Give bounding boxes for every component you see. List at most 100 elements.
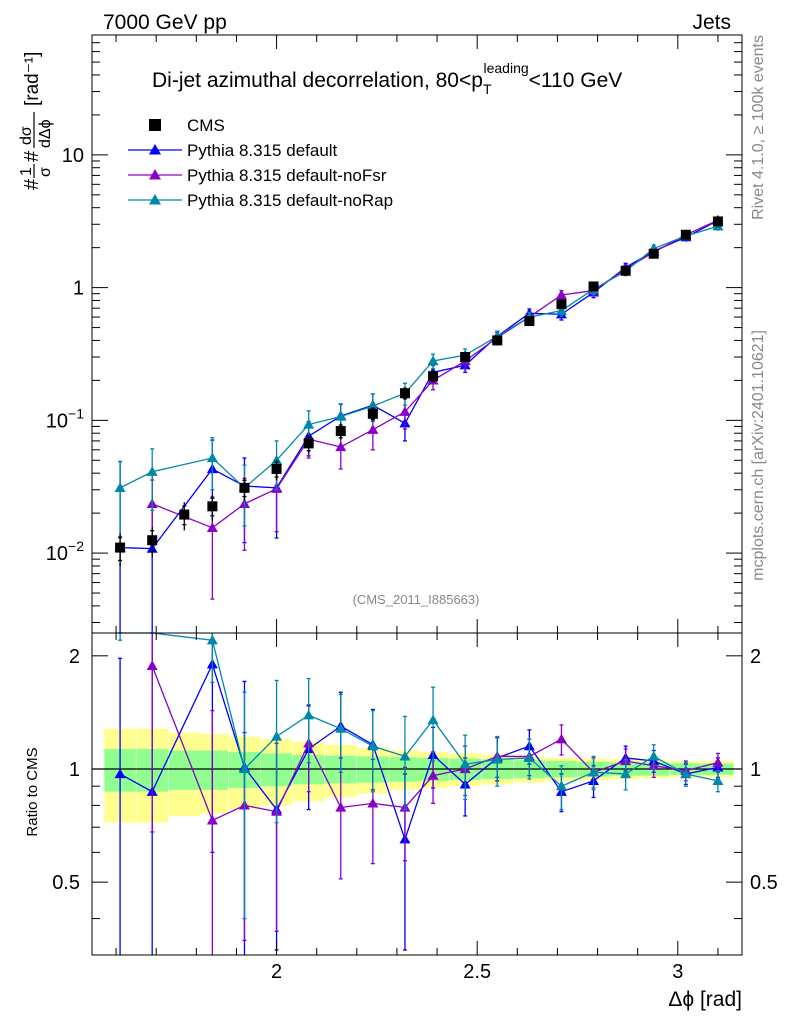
title-superscript: leading: [484, 60, 529, 76]
ratio-marker-0: [114, 768, 126, 779]
data-point: [367, 408, 378, 419]
ratio-marker-2: [588, 766, 600, 777]
legend-marker-0: [149, 144, 161, 155]
x-tick-label: 2.5: [463, 961, 491, 983]
series-marker-2: [146, 466, 158, 476]
data-point: [207, 501, 218, 512]
y-label-frac1-num: 1: [18, 167, 35, 176]
title-prefix: Di-jet azimuthal decorrelation, 80<p: [152, 69, 483, 92]
process-label: Jets: [692, 11, 731, 34]
main-plot-marks: [114, 214, 724, 634]
x-axis-label: Δϕ [rad]: [668, 988, 742, 1011]
ratio-tick-label-left: 2: [69, 646, 80, 668]
y-tick-exponent: −2: [68, 538, 84, 554]
y-tick-base: 10: [46, 543, 68, 565]
data-point: [239, 482, 250, 493]
ratio-marker-2: [555, 780, 567, 791]
energy-label: 7000 GeV pp: [103, 11, 227, 34]
ratio-tick-label-right: 0.5: [750, 872, 778, 894]
legend-label-0: CMS: [187, 116, 225, 135]
ratio-tick-label-right: 1: [750, 759, 761, 781]
y-tick-exponent: −1: [68, 405, 84, 421]
data-point: [303, 438, 314, 449]
data-point: [648, 248, 659, 259]
ratio-marker-1: [206, 814, 218, 825]
ratio-marker-2: [399, 750, 411, 761]
legend-label-1: Pythia 8.315 default: [187, 141, 338, 160]
ratio-marker-2: [303, 709, 315, 720]
series-marker-1: [555, 289, 567, 300]
ratio-tick-label-right: 2: [750, 646, 761, 668]
legend-label-3: Pythia 8.315 default-noRap: [187, 191, 393, 210]
data-point: [492, 335, 503, 346]
ratio-marker-2: [271, 731, 283, 741]
data-point: [428, 371, 439, 382]
data-point: [460, 352, 471, 363]
data-point: [712, 216, 723, 227]
x-tick-label: 3: [672, 961, 683, 983]
series-marker-2: [114, 482, 126, 492]
y-tick-label: 1: [73, 278, 84, 300]
legend: CMS Pythia 8.315 default Pythia 8.315 defa…: [128, 116, 393, 210]
ratio-tick-label-left: 0.5: [52, 872, 80, 894]
y-tick-label: 10: [62, 145, 84, 167]
ratio-tick-label-left: 1: [69, 759, 80, 781]
y-label-frac2-num: dσ: [18, 126, 35, 145]
data-point: [680, 229, 691, 240]
ratio-plot-marks: [114, 632, 724, 955]
y-tick-label: 10−1: [46, 405, 84, 432]
ratio-marker-2: [620, 768, 632, 779]
data-point: [115, 542, 126, 553]
y-tick-label: 10−2: [46, 538, 84, 565]
analysis-id: (CMS_2011_I885663): [353, 592, 480, 607]
data-point: [179, 509, 190, 520]
ratio-marker-2: [680, 768, 692, 779]
legend-marker-1: [149, 169, 161, 180]
data-point: [556, 299, 567, 310]
series-marker-2: [555, 305, 567, 315]
ratio-marker-1: [555, 733, 567, 744]
legend-label-2: Pythia 8.315 default-noFsr: [187, 166, 387, 185]
data-point: [335, 426, 346, 437]
title-subscript: T: [483, 81, 492, 97]
ratio-y-label: Ratio to CMS: [24, 747, 41, 836]
y-label-frac2-den: dΔϕ: [37, 119, 54, 148]
ratio-line-1: [151, 665, 719, 822]
ratio-marker-2: [335, 723, 347, 733]
y-label-unit: [rad⁻¹]: [22, 52, 43, 106]
ratio-marker-2: [491, 753, 503, 764]
ratio-marker-2: [648, 750, 660, 761]
y-label-hash-1: #: [21, 178, 43, 190]
y-axis-label: # 1 σ # dσ dΔϕ [rad⁻¹]: [18, 52, 54, 190]
title-suffix: <110 GeV: [529, 69, 623, 92]
data-point: [620, 265, 631, 276]
data-point: [271, 463, 282, 474]
series-marker-2: [303, 419, 315, 429]
ratio-marker-1: [427, 770, 439, 780]
series-marker-2: [427, 355, 439, 366]
legend-marker-2: [149, 194, 161, 205]
series-marker-1: [367, 424, 379, 434]
series-marker-2: [335, 410, 347, 421]
series-marker-2: [367, 400, 379, 411]
series-marker-1: [335, 441, 347, 452]
mcplots-label: mcplots.cern.ch [arXiv:2401.10621]: [750, 330, 767, 581]
ratio-marker-2: [206, 634, 218, 645]
data-point: [147, 535, 158, 546]
ratio-marker-2: [459, 758, 471, 769]
ratio-band-green: [168, 750, 201, 790]
y-label-frac1-den: σ: [37, 167, 54, 177]
ratio-marker-1: [712, 757, 724, 767]
series-marker-2: [206, 452, 218, 463]
series-marker-1: [206, 522, 218, 532]
legend-marker-data: [149, 119, 161, 131]
ratio-marker-2: [523, 752, 535, 763]
y-label-hash-2: #: [21, 150, 43, 162]
y-tick-base: 10: [46, 410, 68, 432]
data-point: [588, 281, 599, 292]
ratio-uncertainty-bands: [92, 728, 742, 823]
rivet-version-label: Rivet 4.1.0, ≥ 100k events: [750, 35, 767, 220]
ratio-marker-2: [712, 775, 724, 785]
data-point: [524, 316, 535, 327]
